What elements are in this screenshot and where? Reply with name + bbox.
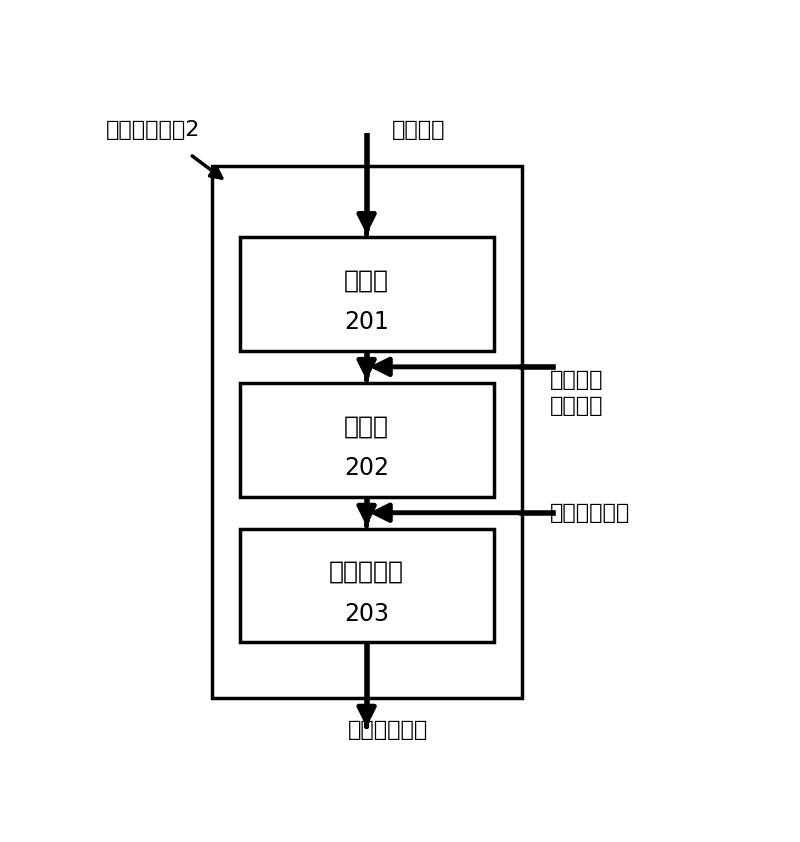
Text: 扩束镜: 扩束镜 xyxy=(344,414,389,438)
Text: 202: 202 xyxy=(344,456,389,480)
Bar xyxy=(239,237,494,350)
Text: 回波信号: 回波信号 xyxy=(391,120,445,141)
Text: 同心干涉圆环: 同心干涉圆环 xyxy=(348,720,428,740)
Text: 回波信号: 回波信号 xyxy=(550,396,603,416)
Text: 接收到的: 接收到的 xyxy=(550,370,603,390)
Bar xyxy=(239,383,494,497)
Bar xyxy=(239,529,494,642)
Text: 激光接收系统2: 激光接收系统2 xyxy=(106,120,201,141)
Text: 准直回波信号: 准直回波信号 xyxy=(550,503,630,523)
Text: 望远镜: 望远镜 xyxy=(344,269,389,292)
Text: 201: 201 xyxy=(344,311,389,334)
Text: 203: 203 xyxy=(344,602,389,626)
Text: 光学滤波器: 光学滤波器 xyxy=(329,560,404,584)
Bar xyxy=(211,166,522,697)
